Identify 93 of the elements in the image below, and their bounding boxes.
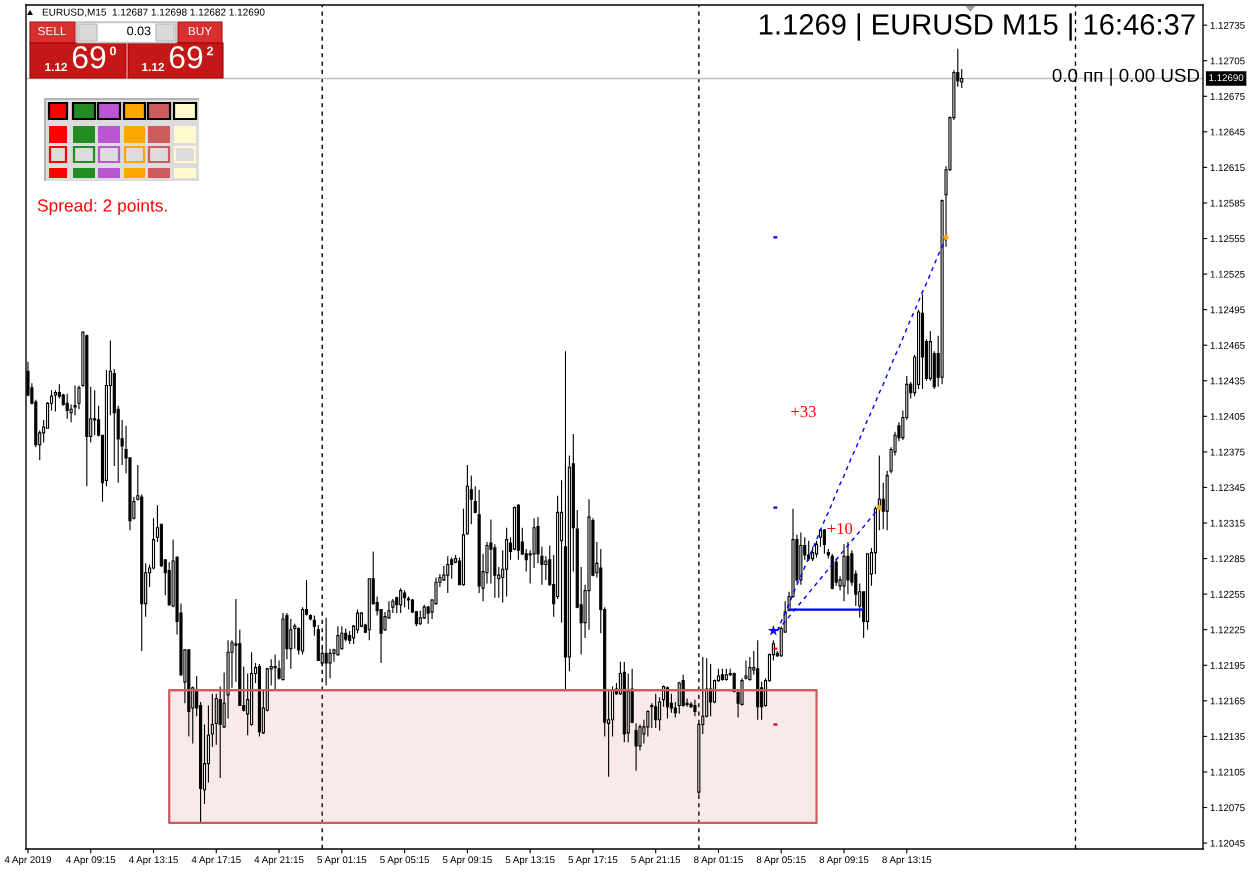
candlestick	[920, 293, 925, 390]
candlestick	[316, 624, 320, 662]
y-tick-label: 1.12495	[1210, 306, 1245, 314]
y-tick-label: 1.12345	[1210, 484, 1245, 492]
candlestick	[406, 595, 411, 611]
candlestick	[563, 350, 568, 691]
y-tick-label: 1.12705	[1210, 57, 1245, 65]
candlestick	[756, 639, 760, 721]
y-tick-label: 1.12525	[1210, 270, 1245, 278]
candlestick	[273, 654, 277, 691]
candlestick	[559, 479, 564, 624]
ref-line-label: 1.12690	[1209, 74, 1244, 82]
candlestick	[807, 540, 811, 562]
candlestick	[834, 558, 838, 587]
y-tick-label: 1.12555	[1210, 235, 1245, 243]
y-tick-label: 1.12585	[1210, 199, 1245, 207]
candlestick	[324, 617, 328, 686]
y-tick-label: 1.12675	[1210, 93, 1245, 100]
annotation: Spread: 2 points.	[37, 198, 167, 216]
candlestick	[505, 527, 509, 598]
annotation: 1.12	[45, 62, 68, 72]
y-tick-label: 1.12615	[1210, 164, 1245, 172]
candlestick	[281, 612, 285, 682]
x-tick-label: 8 Apr 13:15	[882, 856, 932, 866]
annotation: 69	[72, 45, 106, 69]
candlestick	[516, 503, 520, 561]
y-tick-label: 1.12285	[1210, 555, 1245, 563]
chart-title: EURUSD,M15 1.12687 1.12698 1.12682 1.12690	[42, 8, 265, 17]
candlestick	[634, 722, 638, 772]
y-tick-label: 1.12075	[1210, 804, 1245, 812]
x-tick-label: 5 Apr 05:15	[380, 856, 430, 866]
annotation: 69	[169, 45, 203, 69]
y-tick-label: 1.12465	[1210, 341, 1245, 349]
y-tick-label: 1.12375	[1210, 448, 1245, 456]
candlestick	[465, 464, 469, 536]
y-tick-label: 1.12315	[1210, 519, 1245, 527]
candlestick	[622, 661, 626, 743]
candlestick	[399, 587, 403, 614]
annotation: 0	[110, 46, 116, 56]
candlestick	[312, 614, 316, 637]
candlestick	[665, 686, 670, 720]
point	[943, 234, 949, 240]
candlestick	[830, 553, 834, 590]
x-tick-label: 8 Apr 01:15	[694, 856, 743, 866]
annotation: +33	[791, 405, 816, 418]
annotation: 0.03	[127, 26, 151, 36]
y-tick-label: 1.12435	[1210, 377, 1245, 385]
candlestick	[461, 508, 466, 587]
candlestick	[308, 613, 313, 621]
candlestick	[814, 540, 819, 558]
candlestick	[654, 693, 658, 729]
x-tick-label: 4 Apr 21:15	[254, 856, 304, 866]
point	[876, 505, 882, 511]
candlestick	[826, 548, 830, 560]
y-tick-label: 1.12405	[1210, 413, 1245, 420]
y-tick-label: 1.12045	[1210, 839, 1245, 847]
candlestick	[446, 555, 450, 594]
y-tick-label: 1.12135	[1210, 733, 1245, 741]
annotation: 2	[206, 46, 213, 56]
x-tick-label: 5 Apr 21:15	[631, 856, 681, 866]
y-tick-label: 1.12255	[1210, 590, 1245, 598]
annotation: SELL	[38, 26, 67, 36]
x-tick-label: 5 Apr 01:15	[317, 856, 367, 866]
annotation: +10	[827, 522, 853, 535]
y-tick-label: 1.12645	[1210, 128, 1245, 136]
y-tick-label: 1.12195	[1210, 662, 1245, 669]
x-tick-label: 5 Apr 09:15	[442, 856, 492, 866]
candlestick	[658, 696, 662, 732]
x-tick-label: 8 Apr 09:15	[819, 856, 869, 866]
y-tick-label: 1.12105	[1210, 768, 1245, 776]
candlestick	[257, 663, 262, 737]
x-tick-label: 4 Apr 09:15	[66, 856, 116, 866]
annotation: BUY	[188, 26, 212, 36]
candlestick	[210, 693, 214, 748]
point	[767, 625, 779, 636]
x-tick-label: 5 Apr 17:15	[568, 856, 618, 866]
candlestick	[842, 543, 846, 602]
candlestick	[65, 393, 69, 420]
x-tick-label: 4 Apr 2019	[4, 856, 52, 866]
annotation: 1.12	[142, 62, 165, 72]
y-tick-label: 1.12735	[1210, 21, 1245, 29]
x-tick-label: 4 Apr 13:15	[128, 856, 178, 866]
y-tick-label: 1.12165	[1210, 697, 1245, 705]
x-tick-label: 8 Apr 05:15	[756, 856, 806, 866]
candlestick	[724, 668, 728, 682]
x-tick-label: 4 Apr 17:15	[191, 856, 241, 866]
candlestick	[822, 528, 826, 555]
candlestick	[85, 333, 89, 487]
chart-subtitle: 1.1269 | EURUSD M15 | 16:46:37	[759, 13, 1195, 41]
y-tick-label: 1.12225	[1210, 626, 1245, 634]
x-tick-label: 5 Apr 13:15	[505, 856, 555, 866]
candlestick	[799, 531, 803, 586]
candlestick	[720, 668, 724, 682]
